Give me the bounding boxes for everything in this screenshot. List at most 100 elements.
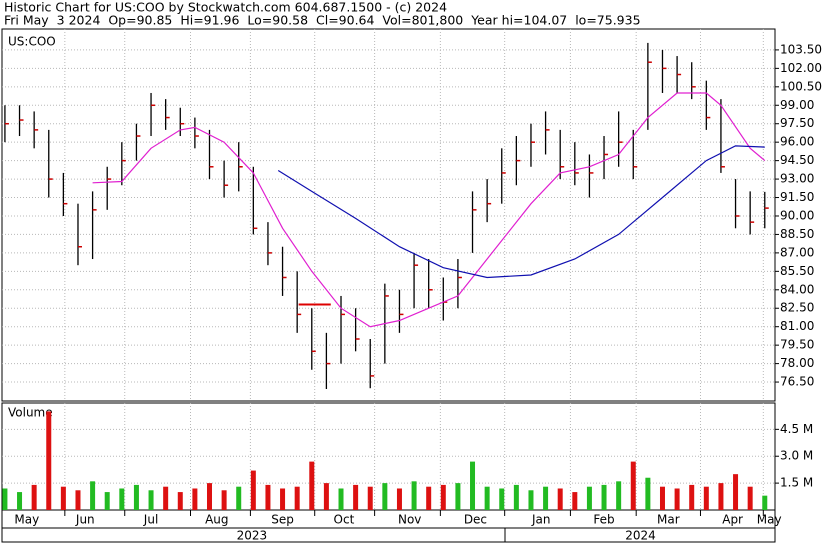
volume-bar (353, 484, 359, 510)
volume-bar (645, 477, 651, 510)
volume-bar (323, 483, 329, 510)
volume-bar (499, 488, 505, 510)
volume-bar (630, 461, 636, 510)
volume-bar (163, 486, 169, 510)
y-tick-label: 84.00 (780, 282, 814, 296)
volume-bar (601, 484, 607, 510)
chart-title: Historic Chart for US:COO by Stockwatch.… (4, 0, 447, 15)
volume-bar (470, 461, 476, 510)
year-axis (1, 527, 776, 543)
volume-bar (192, 488, 198, 510)
x-tick-label: May (14, 513, 39, 527)
volume-bar (265, 484, 271, 510)
volume-bar (119, 488, 125, 510)
y-tick-label: 91.50 (780, 190, 814, 204)
y-tick-label: 78.00 (780, 356, 814, 370)
moving-average (277, 145, 765, 279)
x-tick-label: Aug (205, 513, 228, 527)
volume-bar (572, 492, 578, 510)
y-tick-label: 1.5 M (780, 476, 813, 490)
volume-bar (733, 474, 739, 510)
volume-bar (133, 484, 139, 510)
y-tick-label: 90.00 (780, 208, 814, 222)
volume-bar (528, 490, 534, 510)
volume-bar (484, 486, 490, 510)
y-tick-label: 3.0 M (780, 449, 813, 463)
x-tick-label: Feb (593, 513, 614, 527)
volume-bar (426, 486, 432, 510)
symbol-label: US:COO (8, 35, 56, 49)
y-tick-label: 99.00 (780, 98, 814, 112)
year-label: 2023 (237, 529, 268, 543)
volume-bar (513, 484, 519, 510)
volume-bar (75, 490, 81, 510)
year-label: 2024 (625, 529, 656, 543)
volume-bar (60, 486, 66, 510)
volume-bar (367, 486, 373, 510)
volume-bar (294, 486, 300, 510)
y-tick-label: 79.50 (780, 338, 814, 352)
volume-bar (221, 490, 227, 510)
y-tick-label: 102.00 (780, 61, 822, 75)
x-tick-label: Jan (531, 513, 551, 527)
moving-average (92, 92, 766, 328)
y-tick-label: 82.50 (780, 301, 814, 315)
x-tick-label: Mar (657, 513, 680, 527)
x-tick-label: Dec (464, 513, 487, 527)
volume-bar (90, 481, 96, 510)
y-tick-label: 85.50 (780, 264, 814, 278)
volume-bar (747, 486, 753, 510)
x-tick-label: Oct (334, 513, 355, 527)
volume-bar (148, 490, 154, 510)
y-tick-label: 76.50 (780, 375, 814, 389)
volume-bar (557, 488, 563, 510)
volume-bar (616, 481, 622, 510)
y-tick-label: 100.50 (780, 79, 822, 93)
volume-bar (31, 484, 37, 510)
x-tick-label: May (757, 513, 782, 527)
chart-subtitle: Fri May 3 2024 Op=90.85 Hi=91.96 Lo=90.5… (4, 13, 641, 28)
x-tick-label: Jul (143, 513, 158, 527)
volume-bar (674, 488, 680, 510)
volume-bar (2, 488, 8, 510)
volume-bar (411, 481, 417, 510)
y-tick-label: 96.00 (780, 135, 814, 149)
y-tick-label: 4.5 M (780, 422, 813, 436)
x-tick-label: Jun (75, 513, 95, 527)
price-panel (1, 28, 776, 402)
volume-bar (543, 486, 549, 510)
volume-bar (104, 492, 110, 510)
volume-bar (455, 483, 461, 510)
volume-bar (659, 486, 665, 510)
volume-bar (689, 484, 695, 510)
y-tick-label: 93.00 (780, 172, 814, 186)
volume-bar (762, 495, 768, 510)
y-tick-label: 87.00 (780, 245, 814, 259)
volume-label: Volume (8, 406, 53, 420)
volume-bar (396, 488, 402, 510)
volume-bar (309, 461, 315, 510)
volume-bar (586, 486, 592, 510)
volume-bar (206, 483, 212, 510)
x-tick-label: Apr (722, 513, 743, 527)
volume-bar (382, 483, 388, 510)
volume-bar (250, 470, 256, 510)
volume-bar (236, 486, 242, 510)
x-tick-label: Nov (398, 513, 421, 527)
volume-bar (440, 484, 446, 510)
y-tick-label: 103.50 (780, 42, 822, 56)
volume-bar (703, 486, 709, 510)
volume-bar (46, 411, 52, 510)
volume-bar (177, 492, 183, 510)
y-tick-label: 97.50 (780, 116, 814, 130)
volume-bar (17, 492, 23, 510)
y-tick-label: 81.00 (780, 319, 814, 333)
y-tick-label: 94.50 (780, 153, 814, 167)
x-tick-label: Sep (271, 513, 294, 527)
volume-bar (280, 488, 286, 510)
volume-bar (718, 483, 724, 510)
y-tick-label: 88.50 (780, 227, 814, 241)
volume-bar (338, 488, 344, 510)
